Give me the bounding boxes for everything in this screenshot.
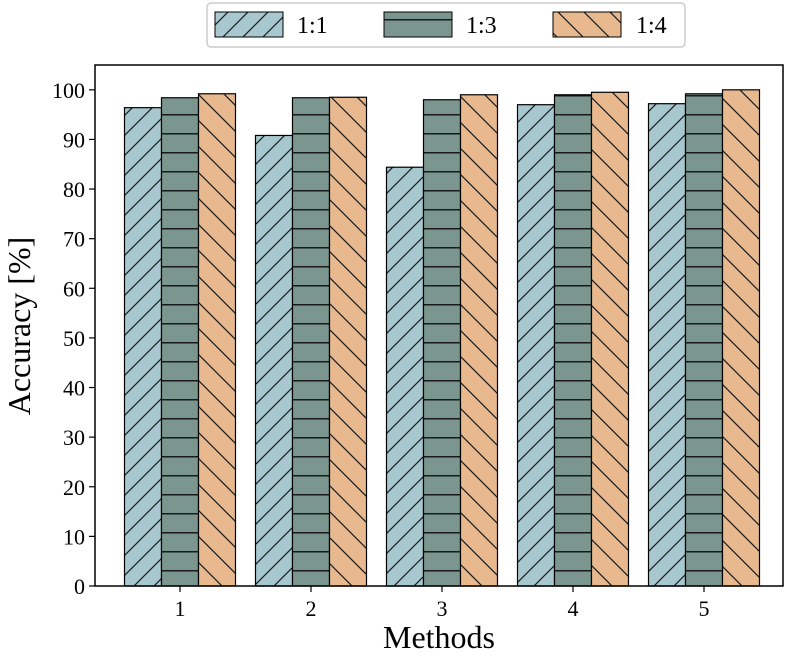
y-tick-label: 90 bbox=[63, 127, 85, 152]
y-axis-label: Accuracy [%] bbox=[1, 237, 37, 416]
y-tick-label: 10 bbox=[63, 524, 85, 549]
legend-label-1-4: 1:4 bbox=[636, 13, 667, 39]
bar-series-2-method-3 bbox=[422, 99, 462, 587]
legend-swatch-1-4 bbox=[552, 11, 622, 38]
y-axis-ticks: 0 10 20 30 40 50 60 70 80 90 100 bbox=[52, 78, 95, 599]
bar-series-3-method-5 bbox=[721, 89, 761, 587]
bar-series-2-method-2 bbox=[291, 97, 331, 587]
legend-item-1-3: 1:3 bbox=[383, 11, 497, 39]
bar-series-3-method-4 bbox=[590, 91, 630, 587]
y-tick-label: 70 bbox=[63, 227, 85, 252]
plot-frame bbox=[94, 64, 784, 587]
bar-series-3-method-2 bbox=[328, 96, 368, 587]
bar-series-1-method-4 bbox=[516, 104, 556, 587]
legend-item-1-1: 1:1 bbox=[214, 11, 328, 39]
bar-series-2-method-4 bbox=[553, 94, 593, 587]
bars bbox=[123, 89, 761, 587]
y-tick-label: 20 bbox=[63, 475, 85, 500]
y-tick-label: 30 bbox=[63, 425, 85, 450]
bar-series-1-method-3 bbox=[385, 166, 425, 587]
x-tick-label: 1 bbox=[175, 596, 186, 621]
x-tick-label: 5 bbox=[699, 596, 710, 621]
bar-series-3-method-3 bbox=[459, 94, 499, 587]
y-tick-label: 0 bbox=[74, 574, 85, 599]
bar-series-2-method-5 bbox=[684, 93, 724, 587]
legend: 1:1 1:3 1:4 bbox=[206, 2, 686, 48]
y-tick-label: 100 bbox=[52, 78, 85, 103]
bar-series-3-method-1 bbox=[197, 93, 237, 587]
bar-series-1-method-2 bbox=[254, 134, 294, 587]
y-tick-label: 60 bbox=[63, 276, 85, 301]
legend-item-1-4: 1:4 bbox=[552, 11, 667, 39]
legend-label-1-1: 1:1 bbox=[297, 13, 328, 39]
legend-swatch-1-3 bbox=[383, 11, 453, 38]
bar-series-1-method-5 bbox=[647, 103, 687, 587]
x-tick-label: 4 bbox=[568, 596, 579, 621]
y-tick-label: 50 bbox=[63, 326, 85, 351]
legend-swatch-1-1 bbox=[214, 11, 284, 38]
x-axis-label: Methods bbox=[383, 619, 495, 653]
x-axis-ticks: 1 2 3 4 5 bbox=[175, 586, 710, 621]
bar-series-2-method-1 bbox=[160, 97, 200, 587]
y-tick-label: 80 bbox=[63, 177, 85, 202]
bar-series-1-method-1 bbox=[123, 107, 163, 587]
x-tick-label: 2 bbox=[306, 596, 317, 621]
legend-label-1-3: 1:3 bbox=[466, 13, 497, 39]
y-tick-label: 40 bbox=[63, 376, 85, 401]
x-tick-label: 3 bbox=[437, 596, 448, 621]
